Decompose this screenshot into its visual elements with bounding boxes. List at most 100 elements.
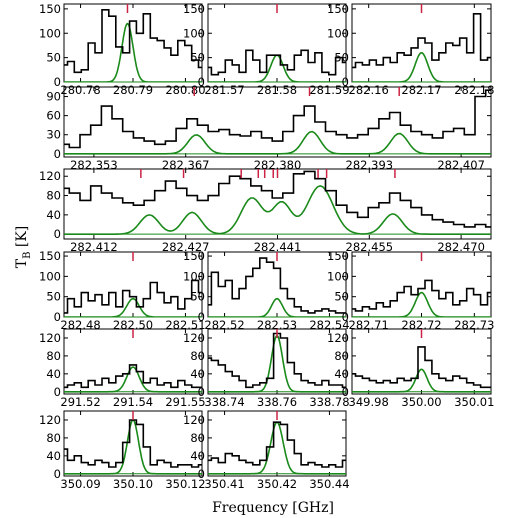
y-tick-label: 100 <box>183 26 205 40</box>
y-tick-label: 120 <box>327 331 349 345</box>
panel-frame <box>207 328 347 395</box>
model-profile-line <box>352 51 491 82</box>
y-tick-label: 150 <box>327 2 349 16</box>
y-tick-label: 40 <box>190 449 205 463</box>
y-tick-label: 50 <box>190 51 205 65</box>
x-tick-label: 282.16 <box>349 83 389 97</box>
y-tick-label: 0 <box>54 147 61 161</box>
y-tick-label: 40 <box>46 367 61 381</box>
y-axis-title: TB [K] <box>14 226 33 269</box>
y-tick-label: 80 <box>46 189 61 203</box>
y-tick-label: 100 <box>39 26 61 40</box>
x-tick-label: 282.412 <box>70 240 118 254</box>
x-tick-label: 349.98 <box>349 395 389 409</box>
observed-spectrum-line <box>208 257 346 314</box>
y-tick-label: 50 <box>334 51 349 65</box>
y-tick-label: 80 <box>46 431 61 445</box>
y-tick-label: 120 <box>39 169 61 183</box>
x-axis-title: Frequency [GHz] <box>212 500 334 516</box>
panel-frame <box>63 251 203 318</box>
x-tick-label: 282.441 <box>254 240 302 254</box>
y-tick-label: 0 <box>198 75 205 89</box>
model-profile-line <box>64 297 202 317</box>
y-tick-label: 120 <box>183 413 205 427</box>
y-tick-label: 150 <box>183 2 205 16</box>
observed-spectrum-line <box>208 49 346 76</box>
panel-frame <box>351 328 492 395</box>
x-tick-label: 350.00 <box>401 395 441 409</box>
x-tick-label: 282.470 <box>437 240 485 254</box>
x-tick-label: 291.55 <box>165 395 205 409</box>
model-profile-line <box>64 185 491 235</box>
x-tick-label: 338.76 <box>257 395 297 409</box>
observed-spectrum-line <box>352 279 491 312</box>
y-tick-label: 150 <box>39 2 61 16</box>
x-tick-label: 282.427 <box>162 240 210 254</box>
spectrum-panel-5: 0 40 80 120 282.412 282.427 282.441 282.455 282.… <box>39 168 492 254</box>
x-tick-label: 350.10 <box>113 477 153 491</box>
observed-spectrum-line <box>208 421 346 468</box>
y-tick-label: 0 <box>54 385 61 399</box>
x-tick-label: 338.78 <box>309 395 349 409</box>
spectrum-panel-10: 0 40 80 120 338.74 338.76 338.78 <box>183 328 350 409</box>
spectrum-panel-12: 0 40 80 120 350.09 350.10 350.12 <box>39 410 206 491</box>
model-profile-line <box>64 419 202 475</box>
y-tick-label: 100 <box>183 269 205 283</box>
x-tick-label: 350.12 <box>165 477 205 491</box>
y-tick-label: 50 <box>46 290 61 304</box>
y-tick-label: 0 <box>54 310 61 324</box>
y-tick-label: 40 <box>190 367 205 381</box>
x-tick-label: 350.41 <box>204 477 244 491</box>
y-tick-label: 0 <box>342 75 349 89</box>
y-tick-label: 40 <box>46 208 61 222</box>
y-tick-label: 80 <box>190 431 205 445</box>
x-tick-label: 291.52 <box>60 395 100 409</box>
x-tick-label: 280.79 <box>113 83 153 97</box>
observed-spectrum-line <box>64 419 202 468</box>
panel-frame <box>63 328 203 395</box>
y-tick-label: 0 <box>342 385 349 399</box>
y-tick-label: 120 <box>183 331 205 345</box>
y-tick-label: 150 <box>39 249 61 263</box>
observed-spectrum-line <box>64 170 491 228</box>
y-tick-label: 0 <box>198 467 205 481</box>
y-tick-label: 80 <box>334 349 349 363</box>
x-tick-label: 282.455 <box>346 240 394 254</box>
y-tick-label: 120 <box>39 331 61 345</box>
y-tick-label: 50 <box>334 290 349 304</box>
model-profile-line <box>208 421 346 475</box>
x-tick-label: 350.44 <box>309 477 349 491</box>
y-tick-label: 0 <box>198 385 205 399</box>
observed-spectrum-line <box>208 332 346 389</box>
spectrum-panel-13: 0 40 80 120 350.41 350.42 350.44 <box>183 410 350 491</box>
model-profile-line <box>64 22 202 82</box>
y-tick-label: 100 <box>327 269 349 283</box>
panel-frame <box>207 251 347 318</box>
x-tick-label: 291.54 <box>113 395 153 409</box>
model-profile-line <box>208 297 346 317</box>
y-tick-label: 80 <box>46 349 61 363</box>
x-tick-label: 281.57 <box>204 83 244 97</box>
y-tick-label: 0 <box>54 227 61 241</box>
x-tick-label: 350.42 <box>257 477 297 491</box>
observed-spectrum-line <box>352 346 491 389</box>
spectrum-panel-9: 0 40 80 120 291.52 291.54 291.55 <box>39 328 206 409</box>
y-tick-label: 0 <box>54 467 61 481</box>
observed-spectrum-line <box>64 9 202 74</box>
y-tick-label: 90 <box>46 90 61 104</box>
y-tick-label: 150 <box>183 249 205 263</box>
observed-spectrum-line <box>64 364 202 389</box>
panel-frame <box>351 251 492 318</box>
y-tick-label: 100 <box>39 269 61 283</box>
y-tick-label: 60 <box>46 109 61 123</box>
y-tick-label: 50 <box>190 290 205 304</box>
model-profile-line <box>352 291 491 317</box>
model-profile-line <box>208 334 346 393</box>
x-tick-label: 282.17 <box>401 83 441 97</box>
x-tick-label: 350.09 <box>60 477 100 491</box>
